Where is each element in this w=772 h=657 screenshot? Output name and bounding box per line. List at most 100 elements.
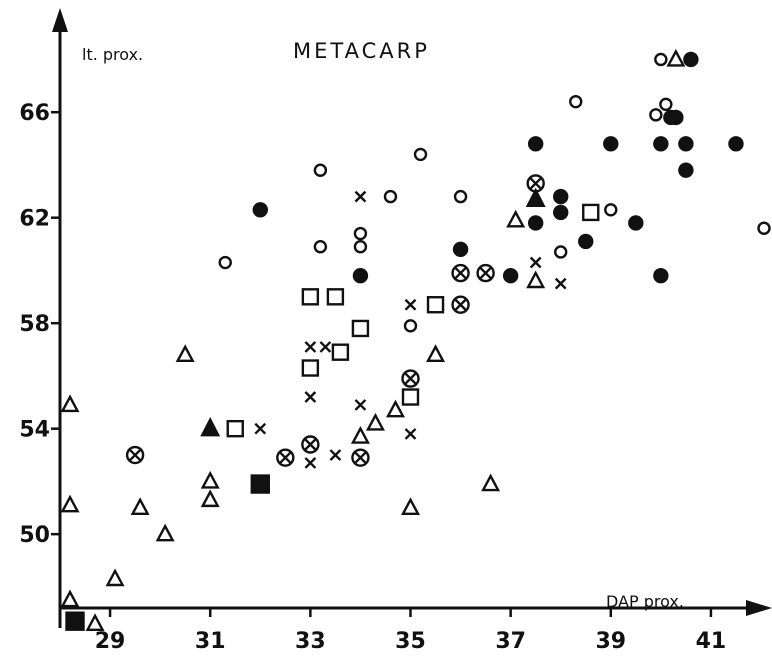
open-triangle-point [350,426,370,444]
filled-circle-point [653,268,669,284]
open-circle-point [353,240,368,254]
circled-cross-point [301,435,320,454]
open-triangle-point [365,412,385,431]
open-circle-point [649,108,663,122]
y-tick-label: 66 [19,101,50,126]
x-tick-label: 33 [295,629,326,654]
open-circle-point [403,319,418,333]
filled-circle-point [653,136,669,152]
filled-circle-point [683,51,699,68]
open-square-point [582,203,600,222]
filled-circle-point [553,188,569,205]
x-axis-label: DAP prox. [606,592,684,611]
cross-point [554,277,567,290]
x-tick-label: 39 [595,629,626,654]
y-tick-label: 54 [19,418,50,443]
open-circle-point [757,221,771,235]
filled-circle-point [678,136,694,152]
circled-cross-point [351,448,370,467]
filled-circle-point [628,215,644,231]
cross-point [329,449,342,461]
filled-circle-point [527,136,544,152]
cross-point [529,256,542,269]
x-tick-label: 35 [395,629,426,654]
filled-square-point [65,611,85,631]
open-square-point [426,296,445,314]
y-tick-label: 58 [19,312,50,337]
open-triangle-point [155,523,175,542]
open-circle-point [453,189,468,204]
x-axis-arrow [746,600,772,616]
open-triangle-point [200,489,220,508]
open-square-point [351,319,370,338]
y-tick-label: 50 [19,523,50,548]
cross-point [319,341,332,353]
open-circle-point [313,240,328,254]
open-triangle-point [426,344,446,363]
filled-circle-point [502,268,519,284]
filled-square-point [250,474,270,494]
open-triangle-point [60,494,80,513]
cross-point [354,190,367,203]
circled-cross-point [451,263,470,283]
open-triangle-point [200,470,220,489]
y-axis-label: lt. prox. [82,45,143,64]
filled-circle-point [252,202,268,218]
x-ticks: 29 31 33 35 37 39 41 [95,608,726,654]
open-triangle-point [130,497,150,515]
filled-circle-point [578,233,594,250]
x-tick-label: 31 [195,629,226,654]
open-square-point [301,359,320,377]
open-circle-point [313,163,328,177]
x-tick-label: 37 [495,629,526,654]
open-circle-point [218,255,232,270]
filled-circle-point [452,241,469,258]
open-circle-point [654,52,668,67]
y-tick-label: 62 [19,207,50,232]
open-circle-point [659,97,673,112]
open-circle-point [554,245,568,259]
cross-point [404,428,417,440]
open-triangle-point [60,394,80,413]
open-circle-point [604,203,618,217]
circled-cross-point [276,448,295,467]
open-square-point [301,288,320,306]
circled-cross-point [401,369,420,388]
filled-circle-point [668,109,684,126]
open-square-point [226,419,244,438]
filled-circle-point [352,268,369,284]
open-triangle-point [666,48,686,67]
open-triangle-point [481,473,501,492]
cross-point [304,341,317,353]
open-triangle-point [506,209,526,228]
cross-point [254,422,267,435]
open-triangle-point [60,589,80,608]
circled-cross-point [451,295,470,314]
circled-cross-point [476,263,495,283]
filled-circle-point [728,136,744,152]
open-triangle-point [175,344,195,363]
open-triangle-point [385,399,405,418]
filled-circle-point [678,162,694,178]
open-square-point [331,343,350,361]
open-circle-point [569,94,583,109]
open-circle-point [383,189,398,204]
filled-triangle-point [525,187,546,207]
open-square-point [326,288,345,306]
circled-cross-point [526,174,545,193]
y-axis-arrow [52,8,68,32]
cross-point [304,391,317,403]
y-ticks: 50 54 58 62 66 [19,101,60,548]
open-triangle-point [400,497,421,515]
filled-circle-point [553,204,569,221]
open-triangle-point [105,568,125,587]
cross-point [304,457,317,469]
open-triangle-point [526,270,546,289]
filled-circle-point [603,136,619,152]
circled-cross-point [125,445,145,465]
open-circle-point [413,147,428,162]
chart-title: METACARP [293,39,430,63]
cross-point [404,298,417,311]
open-circle-point [353,226,368,241]
